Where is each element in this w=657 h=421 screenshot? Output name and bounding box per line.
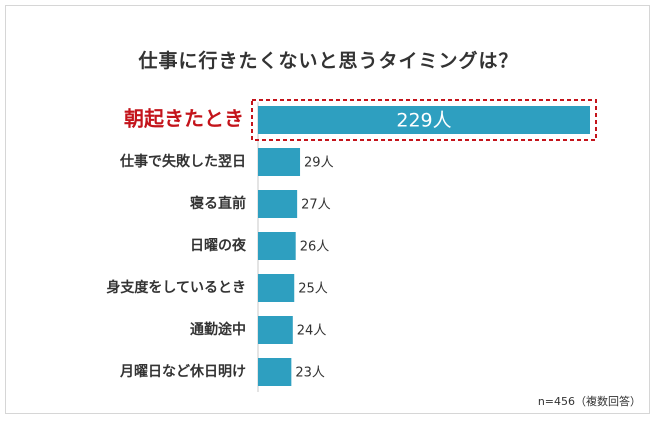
bar-2 xyxy=(258,190,298,218)
category-label-3: 日曜の夜 xyxy=(190,237,247,254)
category-label-2: 寝る直前 xyxy=(190,195,246,212)
bar-4 xyxy=(258,274,295,302)
category-label-4: 身支度をしているとき xyxy=(106,279,246,296)
bar-1 xyxy=(258,148,301,176)
value-label-1: 29人 xyxy=(304,156,334,171)
bar-5 xyxy=(258,316,293,344)
category-label-5: 通勤途中 xyxy=(190,321,246,338)
value-label-3: 26人 xyxy=(300,240,330,255)
category-label-6: 月曜日など休日明け xyxy=(119,363,246,380)
highlight-box xyxy=(251,99,597,141)
value-label-5: 24人 xyxy=(297,324,327,339)
sample-size-note: n=456（複数回答） xyxy=(537,395,641,408)
value-label-6: 23人 xyxy=(295,366,325,381)
chart-title: 仕事に行きたくないと思うタイミングは？ xyxy=(138,50,519,72)
value-label-4: 25人 xyxy=(298,282,328,297)
bar-3 xyxy=(258,232,296,260)
chart-frame xyxy=(5,5,650,414)
bar-6 xyxy=(258,358,292,386)
category-label-0: 朝起きたとき xyxy=(124,107,244,131)
category-label-1: 仕事で失敗した翌日 xyxy=(119,153,246,170)
value-label-0: 229人 xyxy=(396,110,451,132)
bar-0 xyxy=(258,106,590,134)
value-label-2: 27人 xyxy=(301,198,331,213)
